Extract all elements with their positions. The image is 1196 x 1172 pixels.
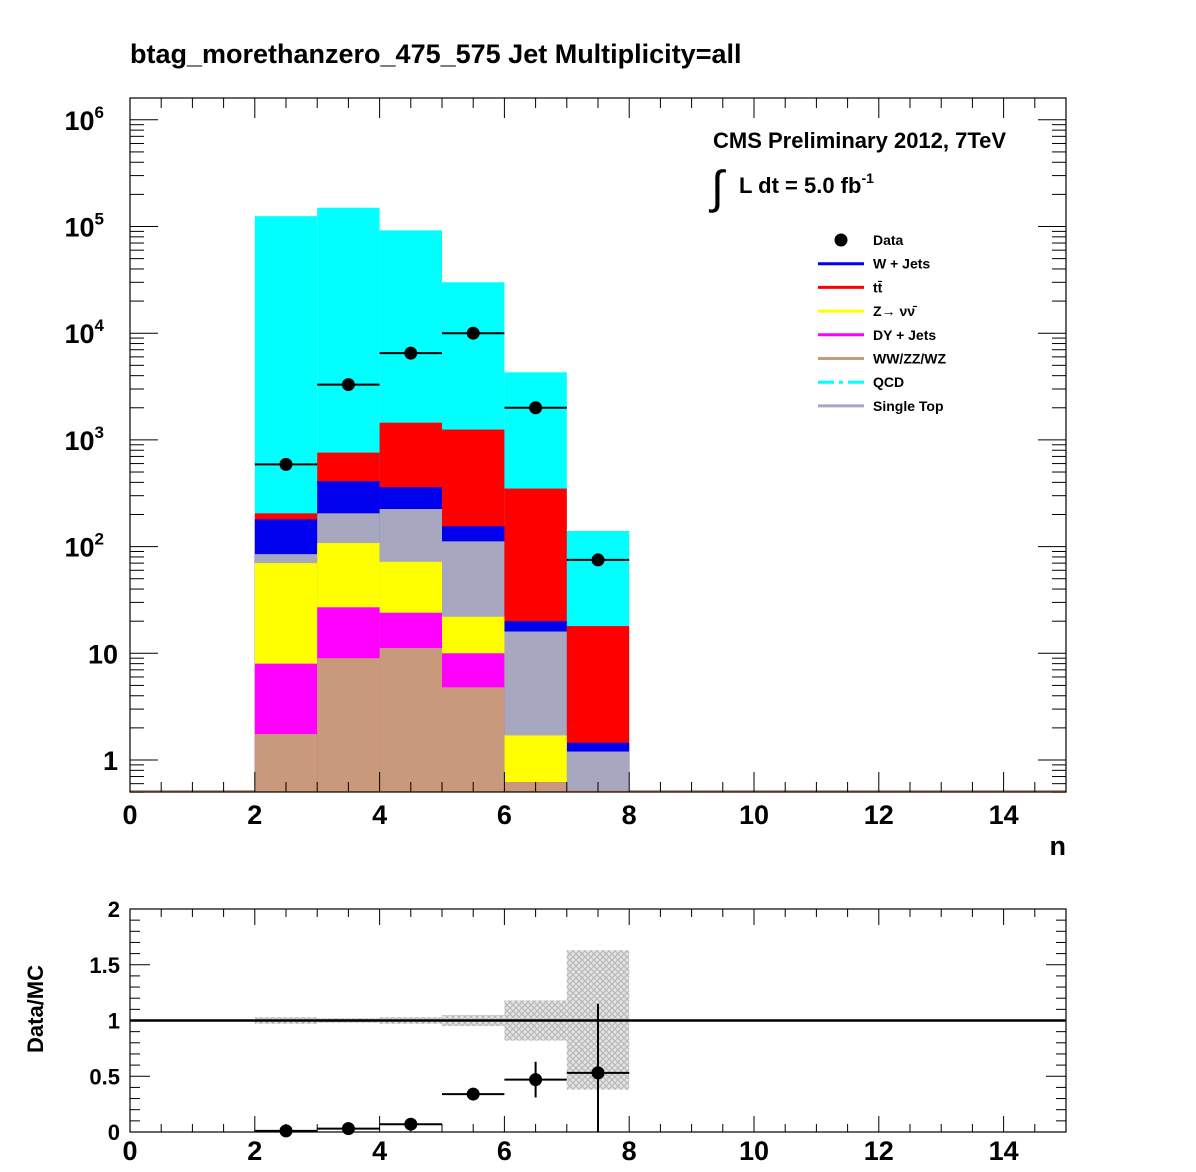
- data-point: [466, 326, 480, 340]
- y-tick-label: 104: [64, 316, 104, 349]
- ratio-x-tick-label: 0: [122, 1136, 137, 1166]
- legend-label: W + Jets: [873, 256, 930, 272]
- legend: Data W + Jets tt̄ Z→ νν̄ DY + Jets WW/ZZ/WZ QC…: [818, 232, 947, 414]
- bar-ww-zz-wz-bin-1: [317, 658, 380, 792]
- x-tick-label: 0: [122, 800, 137, 830]
- legend-label: Data: [873, 232, 904, 248]
- ratio-x-tick-label: 4: [372, 1136, 387, 1166]
- legend-entry: QCD: [818, 374, 904, 390]
- ratio-x-tick-label: 6: [497, 1136, 512, 1166]
- legend-entry: Z→ νν̄: [818, 303, 918, 319]
- ratio-y-tick-label: 1.5: [89, 953, 120, 978]
- legend-entry: DY + Jets: [818, 327, 936, 343]
- legend-label: DY + Jets: [873, 327, 936, 343]
- main-axes: 0 2 4 6 8 10 12 14 1 10 102 103 104 105 106: [64, 98, 1067, 830]
- data-point: [529, 401, 543, 415]
- legend-entry: WW/ZZ/WZ: [818, 351, 947, 367]
- data-point: [591, 553, 605, 567]
- x-tick-label: 14: [989, 800, 1019, 830]
- data-point: [404, 346, 418, 360]
- legend-entry: Data: [834, 232, 904, 248]
- lumi-exponent: -1: [861, 170, 874, 186]
- ratio-y-axis-label: Data/MC: [23, 965, 48, 1053]
- y-tick-label: 1: [103, 746, 118, 776]
- ratio-point: [466, 1087, 480, 1101]
- x-tick-label: 4: [372, 800, 387, 830]
- chart-title: btag_morethanzero_475_575 Jet Multiplici…: [130, 39, 741, 69]
- x-tick-label: 12: [864, 800, 894, 830]
- x-tick-label: 6: [497, 800, 512, 830]
- legend-label: QCD: [873, 374, 904, 390]
- data-point: [279, 457, 293, 471]
- ratio-axes: 0 2 4 6 8 10 12 14 0 0.5 1 1.5 2: [89, 897, 1067, 1166]
- data-point: [341, 378, 355, 392]
- y-tick-label: 106: [64, 103, 104, 136]
- bar-ww-zz-wz-bin-3: [442, 687, 505, 792]
- y-tick-label: 105: [64, 210, 104, 243]
- x-tick-label: 8: [622, 800, 637, 830]
- ratio-x-tick-label: 12: [864, 1136, 894, 1166]
- x-tick-label: 10: [739, 800, 769, 830]
- ratio-y-tick-label: 1: [108, 1009, 120, 1034]
- cms-label: CMS Preliminary 2012, 7TeV: [713, 128, 1006, 153]
- legend-marker: [834, 233, 848, 247]
- ratio-y-tick-label: 0: [108, 1120, 120, 1145]
- svg-text:L dt = 5.0 fb-1: L dt = 5.0 fb-1: [739, 170, 874, 198]
- legend-label: Z→ νν̄: [873, 303, 918, 319]
- lumi-label: L dt = 5.0 fb: [739, 173, 861, 198]
- legend-label: WW/ZZ/WZ: [873, 351, 947, 367]
- ratio-y-tick-label: 2: [108, 897, 120, 922]
- main-plot-panel: 0 2 4 6 8 10 12 14 1 10 102 103 104 105 106 n CMS Prel…: [64, 97, 1067, 861]
- ratio-y-tick-label: 0.5: [89, 1064, 120, 1089]
- ratio-x-tick-label: 2: [247, 1136, 262, 1166]
- x-tick-label: 2: [247, 800, 262, 830]
- legend-entry: tt̄: [818, 279, 883, 295]
- legend-entry: Single Top: [818, 398, 944, 414]
- ratio-point: [591, 1066, 605, 1080]
- bar-ww-zz-wz-bin-2: [379, 648, 442, 792]
- ratio-x-tick-label: 10: [739, 1136, 769, 1166]
- x-axis-label: n: [1050, 831, 1067, 861]
- y-tick-label: 102: [64, 530, 104, 563]
- data-points: [254, 326, 630, 567]
- integral-sign: ∫: [708, 161, 726, 213]
- ratio-x-tick-label: 14: [989, 1136, 1019, 1166]
- ratio-plot-panel: 0 2 4 6 8 10 12 14 0 0.5 1 1.5 2 Data/MC: [23, 897, 1067, 1166]
- y-tick-label: 103: [64, 423, 104, 456]
- stacked-histogram: [130, 207, 1066, 793]
- legend-entry: W + Jets: [818, 256, 930, 272]
- legend-label: Single Top: [873, 398, 944, 414]
- legend-label: tt̄: [873, 279, 883, 295]
- ratio-x-tick-label: 8: [622, 1136, 637, 1166]
- y-tick-label: 10: [88, 639, 118, 669]
- ratio-point: [529, 1073, 543, 1087]
